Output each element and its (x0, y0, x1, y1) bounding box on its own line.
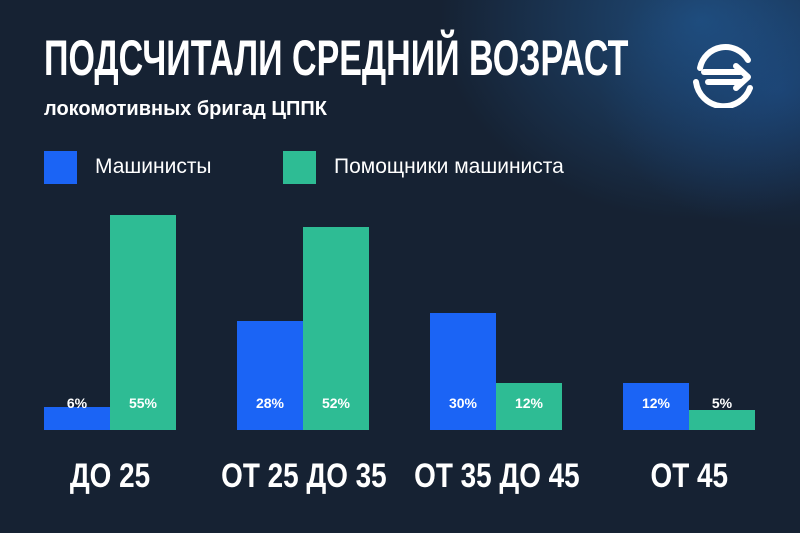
legend-label-series-1: Машинисты (95, 155, 212, 178)
bar-1-4 (623, 383, 689, 430)
bar-value-label: 12% (641, 395, 671, 411)
bar-value-label: 28% (255, 395, 285, 411)
category-label: ДО 25 (69, 457, 151, 495)
category-label: ОТ 25 ДО 35 (221, 457, 387, 495)
bar-1-2 (237, 320, 303, 430)
bar-2-1 (110, 215, 176, 430)
bar-2-4 (689, 410, 755, 430)
bar-value-label: 6% (66, 395, 88, 411)
bar-value-label: 12% (514, 395, 544, 411)
bar-value-label: 52% (321, 395, 351, 411)
category-label: ОТ 35 ДО 45 (414, 457, 580, 495)
bar-1-1 (44, 406, 110, 430)
legend-item-series-2: Помощники машиниста (283, 150, 564, 184)
legend-label-series-2: Помощники машиниста (334, 155, 564, 178)
bar-1-3 (430, 312, 496, 430)
category-label: ОТ 45 (650, 457, 728, 495)
chart-title: ПОДСЧИТАЛИ СРЕДНИЙ ВОЗРАСТ (44, 30, 629, 86)
bar-value-label: 5% (711, 395, 733, 411)
legend-swatch-series-2 (283, 150, 316, 184)
legend-swatch-series-1 (44, 150, 77, 184)
bar-value-label: 30% (448, 395, 478, 411)
bar-2-3 (496, 383, 562, 430)
legend-item-series-1: Машинисты (44, 150, 212, 184)
chart-subtitle: локомотивных бригад ЦППК (44, 98, 327, 120)
bar-value-label: 55% (128, 395, 158, 411)
bar-2-2 (303, 226, 369, 430)
railway-logo-icon (693, 44, 753, 108)
